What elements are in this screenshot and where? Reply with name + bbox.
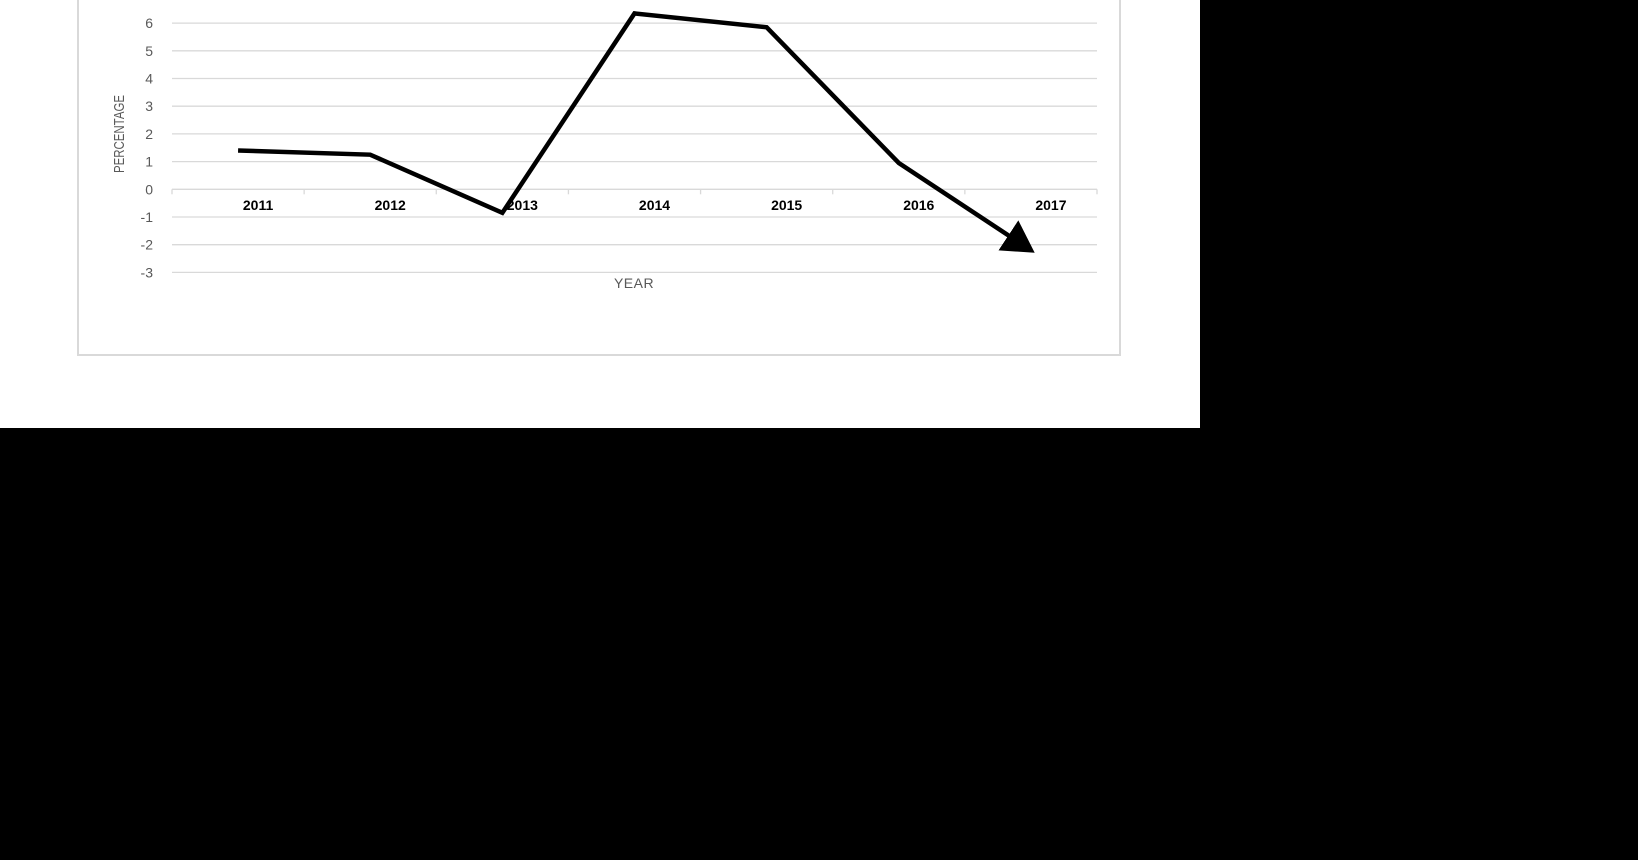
y-tick-label: -1	[141, 209, 154, 225]
y-tick-label: 4	[145, 71, 153, 87]
x-tick-label: 2012	[375, 197, 406, 213]
x-tick-label: 2014	[639, 197, 670, 213]
x-tick-label: 2017	[1035, 197, 1066, 213]
y-tick-label: 3	[145, 98, 153, 114]
y-axis-label: PERCENTAGE	[111, 95, 128, 173]
y-tick-label: 0	[145, 181, 153, 197]
x-tick-label: 2016	[903, 197, 934, 213]
x-tick-labels: 2011 2012 2013 2014 2015 2016 2017	[243, 197, 1067, 213]
x-tick-label: 2013	[507, 197, 538, 213]
x-axis-label: YEAR	[614, 275, 654, 291]
series-line	[238, 11, 1035, 253]
y-tick-labels: 6 5 4 3 2 1 0 -1 -2 -3	[141, 15, 154, 280]
x-tick-label: 2015	[771, 197, 802, 213]
gridlines	[171, 22, 1098, 274]
y-tick-label: -2	[141, 237, 154, 253]
y-tick-label: 2	[145, 126, 153, 142]
y-tick-label: 5	[145, 43, 153, 59]
y-tick-label: 6	[145, 15, 153, 31]
y-tick-label: -3	[141, 264, 154, 280]
series-group	[237, 11, 1035, 253]
chart-area-border	[77, 0, 1121, 356]
x-tick-label: 2011	[243, 197, 274, 213]
chart-canvas: 6 5 4 3 2 1 0 -1 -2 -3 2011 2012 2013 2014 2015 2016 20…	[0, 0, 1200, 428]
y-tick-label: 1	[145, 154, 153, 170]
